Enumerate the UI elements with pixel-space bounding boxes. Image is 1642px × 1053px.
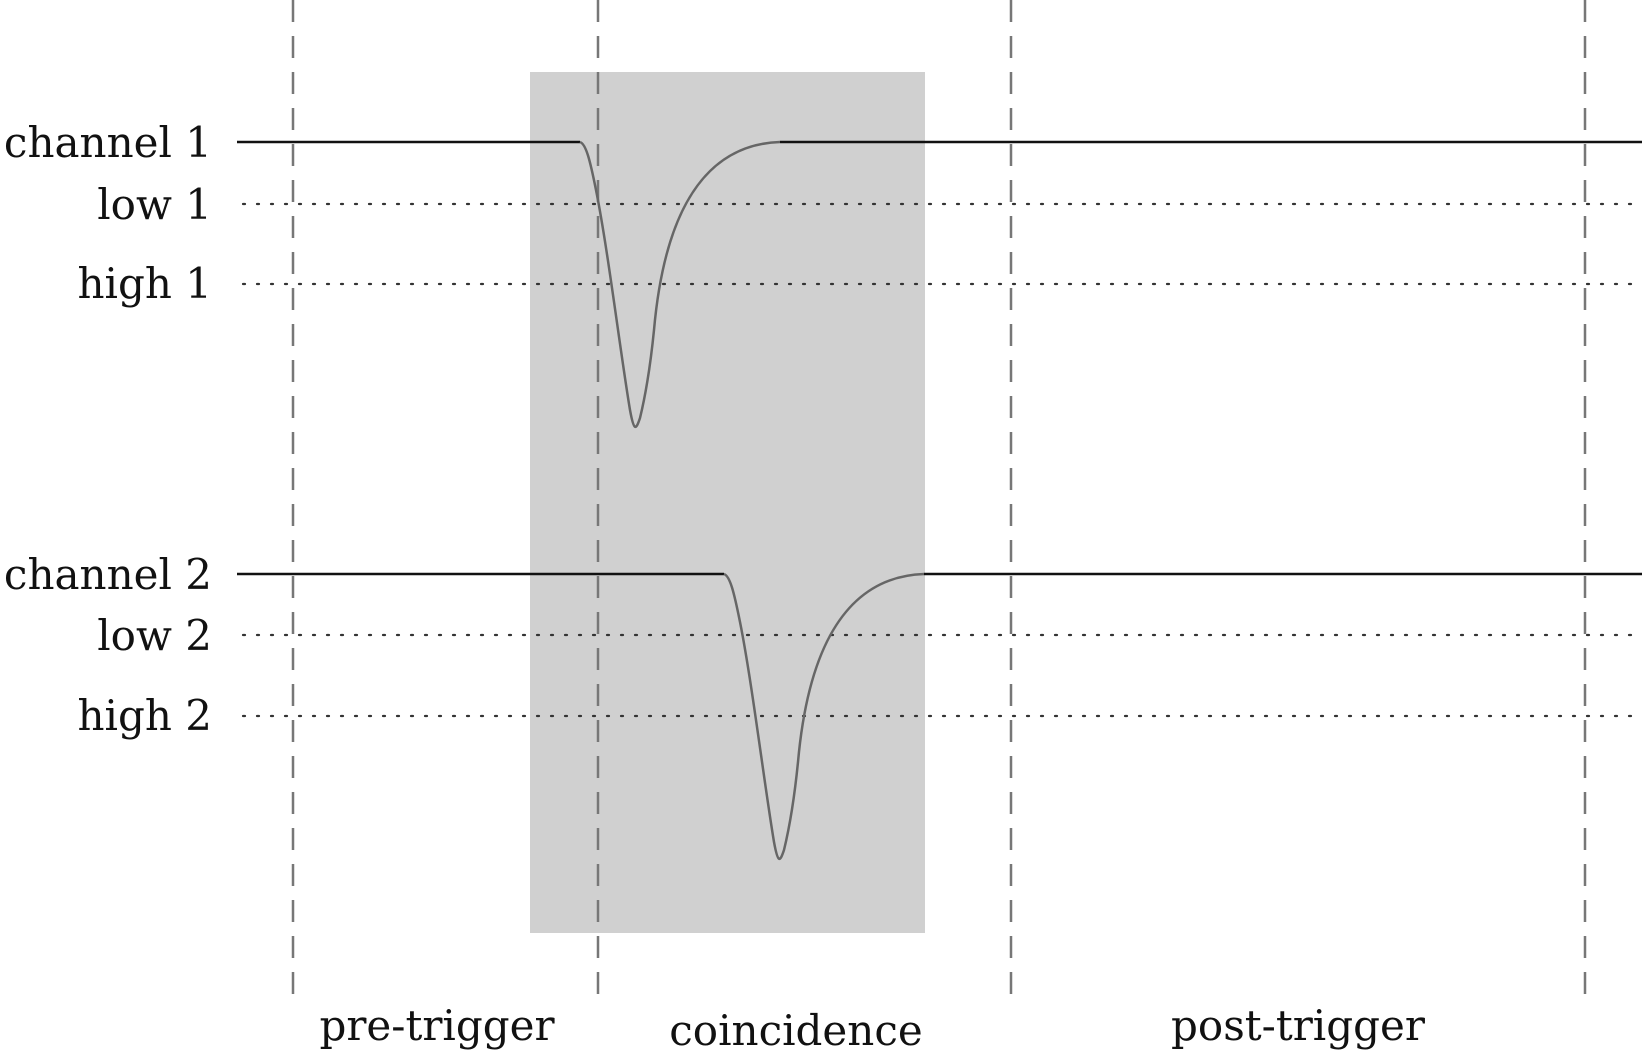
channel-1-label: channel 1: [4, 118, 212, 167]
high-2-label: high 2: [78, 691, 213, 740]
post-trigger-label: post-trigger: [1171, 1001, 1426, 1050]
coincidence-window: [530, 72, 925, 933]
channel-1-pulse: [579, 140, 781, 428]
pre-trigger-label: pre-trigger: [319, 1001, 555, 1050]
channel-2-label: channel 2: [4, 550, 212, 599]
channel-2-pulse: [723, 572, 925, 860]
low-1-label: low 1: [97, 180, 212, 229]
region-dividers: [291, 0, 1587, 995]
threshold-lines: [241, 202, 1642, 718]
high-1-label: high 1: [78, 259, 213, 308]
coincidence-label: coincidence: [669, 1006, 922, 1053]
low-2-label: low 2: [97, 611, 212, 660]
